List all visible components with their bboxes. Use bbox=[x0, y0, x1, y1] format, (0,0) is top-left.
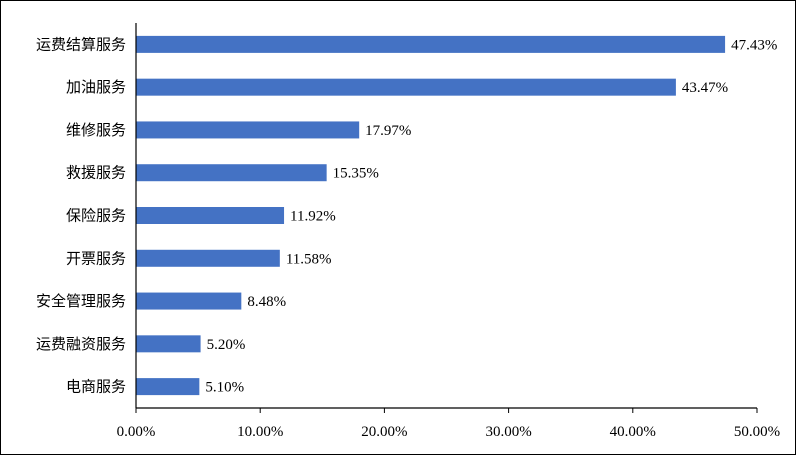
data-label: 43.47% bbox=[682, 80, 728, 96]
category-label: 开票服务 bbox=[66, 249, 126, 267]
category-label: 运费融资服务 bbox=[36, 335, 126, 353]
x-tick-label: 50.00% bbox=[734, 424, 780, 440]
bar-7 bbox=[136, 292, 242, 310]
data-label: 5.20% bbox=[207, 337, 246, 353]
bars-group bbox=[136, 35, 726, 396]
bar-2 bbox=[136, 78, 676, 96]
axes-group bbox=[135, 23, 758, 413]
x-tick-label: 40.00% bbox=[610, 424, 656, 440]
category-label: 电商服务 bbox=[66, 378, 126, 396]
data-label: 47.43% bbox=[731, 37, 777, 53]
category-label: 维修服务 bbox=[66, 121, 126, 139]
labels-group: 运费结算服务 47.43% 加油服务 43.47% 维修服务 17.97% 救援服务 15.3… bbox=[36, 35, 780, 440]
category-label: 救援服务 bbox=[66, 164, 126, 182]
x-tick-label: 0.00% bbox=[117, 424, 156, 440]
x-tick-label: 20.00% bbox=[361, 424, 407, 440]
data-label: 8.48% bbox=[247, 294, 286, 310]
bar-1 bbox=[136, 35, 726, 53]
x-tick-label: 30.00% bbox=[485, 424, 531, 440]
data-label: 15.35% bbox=[333, 166, 379, 182]
data-label: 11.58% bbox=[286, 251, 332, 267]
category-label: 保险服务 bbox=[66, 207, 126, 225]
bar-3 bbox=[136, 121, 360, 139]
category-label: 加油服务 bbox=[66, 78, 126, 96]
category-label: 运费结算服务 bbox=[36, 35, 126, 53]
x-tick-label: 10.00% bbox=[237, 424, 283, 440]
bar-8 bbox=[136, 335, 201, 353]
data-label: 5.10% bbox=[205, 380, 244, 396]
category-label: 安全管理服务 bbox=[36, 292, 126, 310]
bar-9 bbox=[136, 378, 200, 396]
bar-5 bbox=[136, 207, 285, 224]
data-label: 11.92% bbox=[290, 209, 336, 225]
data-label: 17.97% bbox=[365, 123, 411, 139]
bar-6 bbox=[136, 249, 280, 267]
bar-4 bbox=[136, 164, 327, 182]
